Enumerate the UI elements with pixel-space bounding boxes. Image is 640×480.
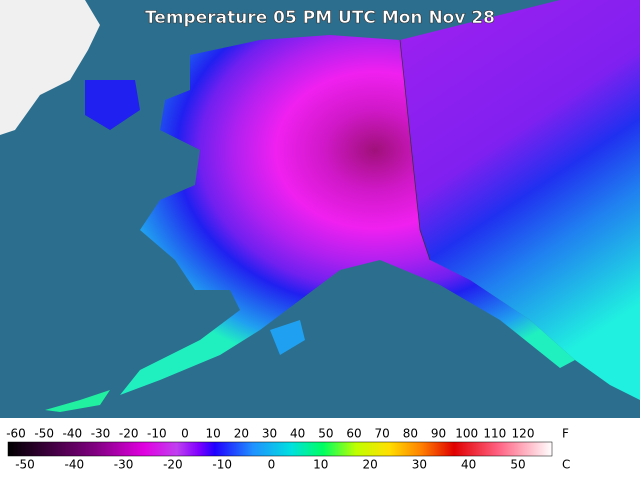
unit-c: C [562,458,570,472]
fahrenheit-label: -60 [6,427,26,441]
fahrenheit-label: 0 [181,427,189,441]
aleutian-islands [45,390,110,412]
fahrenheit-label: 50 [318,427,333,441]
fahrenheit-label: 60 [346,427,361,441]
fahrenheit-label: 10 [206,427,221,441]
celsius-label: 20 [362,458,377,472]
fahrenheit-label: 30 [262,427,277,441]
kodiak-island [270,320,305,355]
celsius-label: -10 [212,458,232,472]
fahrenheit-label: -50 [34,427,54,441]
fahrenheit-label: -40 [63,427,83,441]
celsius-label: -20 [163,458,183,472]
fahrenheit-label: 80 [403,427,418,441]
fahrenheit-label: 100 [455,427,478,441]
celsius-label: -50 [15,458,35,472]
fahrenheit-label: -30 [91,427,111,441]
canada-land [400,0,640,400]
fahrenheit-label: 90 [431,427,446,441]
fahrenheit-label: 20 [234,427,249,441]
celsius-label: 50 [510,458,525,472]
fahrenheit-label: 110 [483,427,506,441]
border-line [399,39,431,261]
fahrenheit-label: 70 [375,427,390,441]
island [85,80,140,130]
celsius-label: 10 [313,458,328,472]
color-scale-bar [7,441,553,457]
fahrenheit-label: 120 [512,427,535,441]
unit-f: F [562,427,569,441]
map-title: Temperature 05 PM UTC Mon Nov 28 [145,8,495,28]
celsius-label: -30 [114,458,134,472]
celsius-label: 0 [268,458,276,472]
fahrenheit-label: 40 [290,427,305,441]
alaska-land [120,35,575,395]
celsius-label: 40 [461,458,476,472]
fahrenheit-label: -10 [147,427,167,441]
celsius-label: -40 [64,458,84,472]
celsius-label: 30 [412,458,427,472]
russia-land [0,0,100,135]
fahrenheit-label: -20 [119,427,139,441]
